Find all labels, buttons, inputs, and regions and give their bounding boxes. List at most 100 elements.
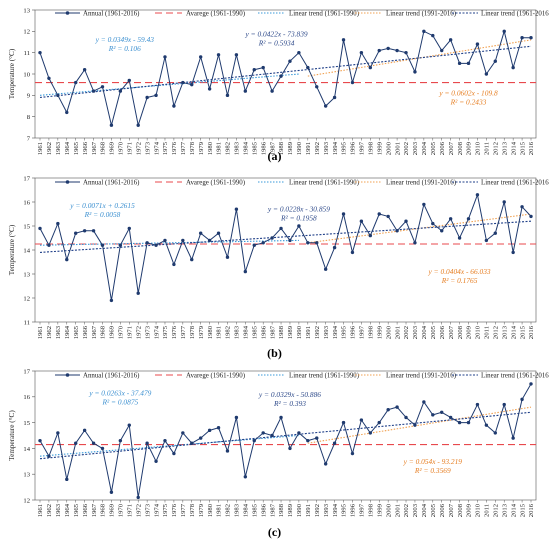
data-point	[457, 236, 462, 240]
chart-panel-3: 12 13 14 15 16 17 Temperature (°C) 1961 1962 1963…	[8, 368, 549, 539]
x-tick-label: 1965	[73, 325, 80, 339]
x-tick-label: 2000	[385, 503, 392, 517]
x-tick-label: 1983	[234, 141, 241, 155]
data-point	[431, 33, 435, 38]
x-tick-label: 1979	[198, 141, 205, 155]
x-tick-label: 1984	[243, 503, 250, 517]
trend-r2-1: R² = 0.0058	[84, 210, 121, 219]
data-point	[288, 238, 292, 243]
data-point	[323, 104, 328, 108]
x-tick-label: 1983	[234, 503, 241, 517]
x-tick-label: 1974	[153, 141, 160, 155]
x-tick-label: 1980	[207, 503, 214, 517]
x-tick-label: 2003	[412, 141, 419, 155]
y-tick-label: 12	[23, 29, 30, 36]
data-point	[47, 454, 51, 458]
trend-r2-3: R² = 0.1765	[441, 276, 478, 285]
x-tick-label: 2006	[439, 325, 446, 339]
data-point	[368, 431, 373, 435]
data-point	[341, 38, 346, 42]
x-tick-label: 1974	[153, 325, 160, 339]
legend-label-trend3: Linear trend (1961-2016)	[481, 10, 549, 17]
trend-r2-1: R² = 0.106	[108, 44, 141, 53]
data-point	[190, 82, 194, 87]
data-point	[127, 78, 131, 83]
data-point	[413, 241, 417, 245]
data-point	[234, 415, 239, 420]
x-tick-label: 1976	[171, 141, 178, 155]
data-point	[493, 431, 497, 435]
x-tick-label: 1978	[189, 141, 196, 155]
trend-equation-2: y = 0.0329x - 50.886	[258, 390, 321, 399]
data-point	[100, 446, 105, 451]
data-point	[172, 104, 176, 108]
data-point	[332, 245, 337, 250]
x-tick-label: 1966	[82, 503, 89, 517]
x-tick-label: 2007	[448, 141, 455, 155]
x-tick-label: 1991	[305, 326, 312, 339]
data-point	[511, 436, 515, 440]
x-tick-label: 1988	[278, 325, 285, 339]
data-point	[109, 123, 114, 127]
x-tick-label: 1993	[323, 503, 330, 517]
x-tick-label: 1988	[278, 141, 285, 155]
y-tick-label: 17	[23, 175, 30, 182]
x-tick-label: 1966	[82, 325, 89, 339]
data-point	[136, 123, 140, 127]
legend-label-trend3: Linear trend (1961-2016)	[481, 179, 549, 186]
data-point	[422, 29, 426, 34]
x-tick-label: 2004	[421, 325, 428, 339]
data-point	[386, 408, 390, 412]
trend-equation-3: y = 0.0404x - 66.033	[428, 267, 491, 276]
data-point	[431, 413, 435, 417]
data-point	[466, 420, 471, 425]
x-tick-label: 1992	[314, 142, 321, 155]
x-tick-label: 1984	[243, 141, 250, 155]
data-point	[386, 214, 390, 219]
x-tick-label: 1968	[100, 141, 107, 155]
x-tick-label: 2011	[484, 142, 491, 155]
annual-line	[39, 383, 532, 498]
x-tick-label: 2014	[510, 503, 517, 517]
data-point	[190, 441, 194, 445]
x-tick-label: 1961	[37, 142, 44, 155]
data-point	[377, 212, 381, 216]
data-point	[181, 238, 185, 243]
x-tick-label: 1961	[37, 326, 44, 339]
data-point	[297, 50, 301, 55]
data-point	[38, 226, 42, 231]
x-tick-label: 1999	[376, 503, 383, 517]
legend: Annual (1961-2016) Avarege (1961-1990) Lin…	[55, 10, 549, 17]
data-point	[207, 87, 212, 91]
x-tick-label: 1985	[251, 503, 258, 517]
data-point	[466, 217, 471, 221]
x-tick-label: 1969	[109, 325, 116, 339]
data-point	[359, 50, 364, 55]
x-tick-label: 2016	[528, 141, 535, 155]
data-point	[306, 241, 310, 245]
y-tick-label: 15	[23, 223, 30, 230]
data-point	[404, 415, 408, 420]
x-tick-label: 1966	[82, 141, 89, 155]
legend-marker-annual	[65, 11, 70, 15]
x-tick-label: 1996	[350, 503, 357, 517]
data-point	[225, 255, 230, 259]
x-tick-label: 1963	[55, 325, 62, 339]
x-tick-label: 1962	[46, 326, 53, 339]
data-point	[466, 61, 471, 66]
trend-line-1	[39, 239, 299, 246]
x-tick-label: 2004	[421, 503, 428, 517]
data-point	[448, 415, 453, 420]
trend-r2-1: R² = 0.0875	[101, 398, 138, 407]
data-point	[520, 205, 524, 209]
data-point	[529, 214, 533, 219]
trend-equation-1: y = 0.0349x - 59.43	[95, 35, 155, 44]
trend-equation-1: y = 0.0263x - 37.479	[88, 389, 151, 398]
x-tick-label: 1977	[180, 503, 187, 517]
data-point	[65, 257, 69, 262]
data-point	[350, 451, 355, 456]
x-tick-label: 1996	[350, 141, 357, 155]
data-point	[145, 95, 149, 100]
data-point	[306, 438, 310, 443]
x-tick-label: 1988	[278, 503, 285, 517]
